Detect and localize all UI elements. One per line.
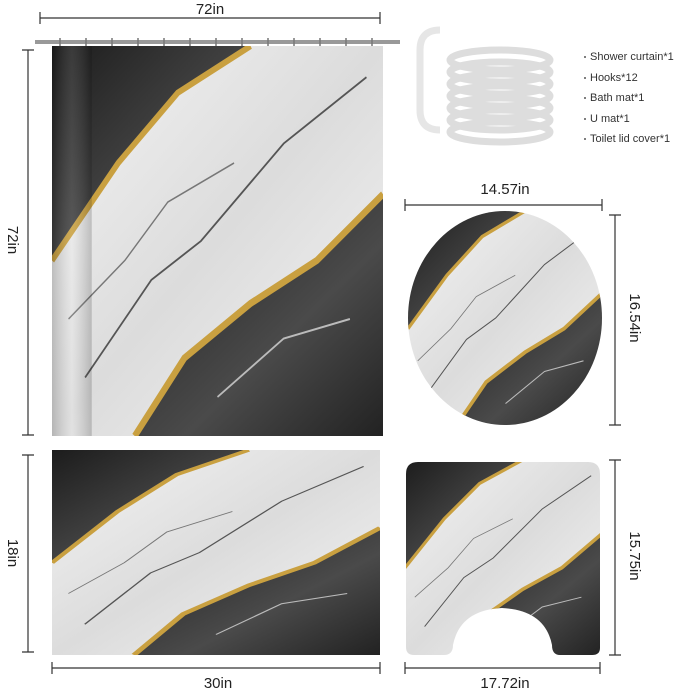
content-item: U mat*1 [590, 113, 630, 125]
dim-label: 14.57in [480, 181, 529, 198]
u-mat [406, 462, 600, 655]
toilet-lid-cover [408, 211, 602, 425]
dim-label: 16.54in [626, 293, 643, 342]
dim-label: 17.72in [480, 675, 529, 692]
content-item: Toilet lid cover*1 [590, 133, 670, 145]
dim-label: 15.75in [626, 531, 643, 580]
dim-label: 72in [4, 226, 21, 254]
contents-list: Shower curtain*1 Hooks*12 Bath mat*1 U m… [584, 51, 674, 145]
content-item: Hooks*12 [590, 72, 638, 84]
bath-mat [52, 450, 380, 655]
dim-label: 18in [4, 539, 21, 567]
shower-curtain [52, 46, 383, 436]
dim-label: 72in [196, 1, 224, 18]
content-item: Bath mat*1 [590, 92, 644, 104]
content-item: Shower curtain*1 [590, 51, 674, 63]
dim-label: 30in [204, 675, 232, 692]
rings [416, 26, 554, 146]
